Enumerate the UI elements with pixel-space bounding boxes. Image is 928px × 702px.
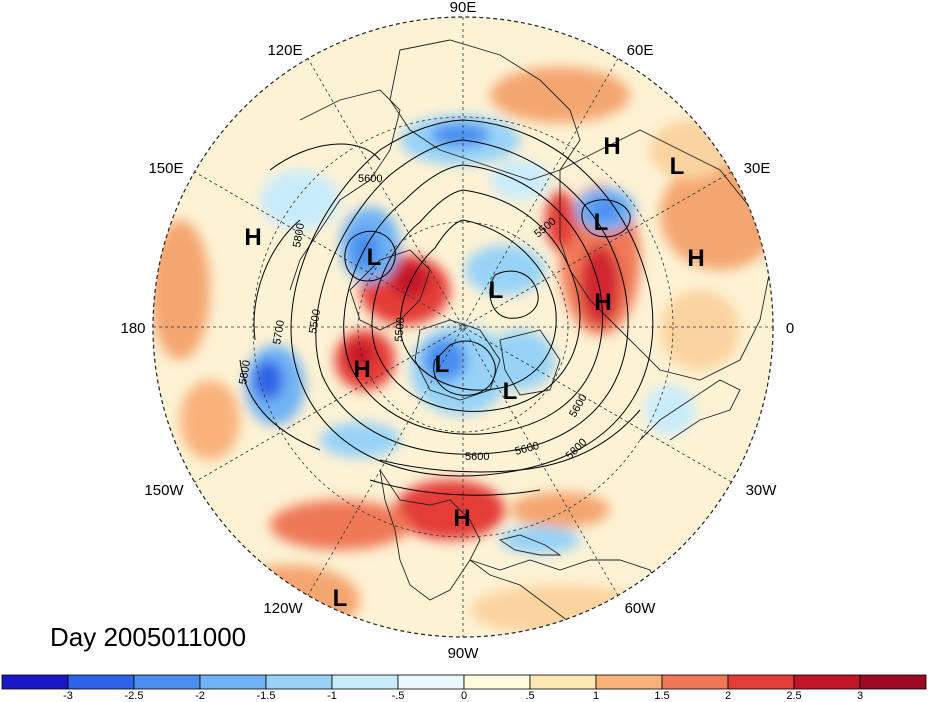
colorbar-swatch (727, 674, 795, 690)
contour-5400 (399, 219, 557, 391)
low-center-label: L (489, 277, 504, 304)
eurasia-west-coast (559, 129, 771, 381)
low-center-label: L (367, 244, 382, 271)
colorbar-swatch (265, 674, 333, 690)
meridian-60e-120w (307, 58, 619, 596)
meridian-30e-150w (194, 171, 732, 483)
contour-low-okhotsk (344, 230, 396, 282)
contour-5800-outer (290, 119, 654, 477)
height-contours (239, 119, 654, 496)
latitude-circle-outer (252, 116, 674, 538)
colorbar-swatch (529, 674, 597, 690)
high-center-label: H (453, 505, 470, 532)
colorbar-swatch (67, 674, 135, 690)
longitude-labels: 90E 60E 30E 0 30W 60W 90W 120W 150W 180 … (120, 0, 794, 662)
contour-low-scandinavia (581, 199, 631, 238)
high-center-label: H (244, 224, 261, 251)
colorbar-tick-label: -1 (327, 690, 337, 702)
high-center-label: H (594, 289, 611, 316)
lon-label-60e: 60E (627, 42, 654, 59)
high-center-label: H (603, 133, 620, 160)
caribbean-islands (498, 534, 562, 556)
lon-label-120e: 120E (267, 42, 302, 59)
colorbar-swatch (1, 674, 69, 690)
map-title: Day 2005011000 (50, 622, 246, 652)
low-center-label: L (503, 378, 518, 405)
contour-label: 5500 (307, 308, 323, 334)
colorbar-swatch (595, 674, 663, 690)
contour-atlantic-a (379, 409, 641, 473)
graticule (153, 17, 773, 637)
lon-label-90e: 90E (450, 0, 477, 16)
contour-pacific-c (239, 359, 321, 451)
contour-5500 (371, 189, 581, 412)
colorbar-tick-label: -1.5 (257, 690, 276, 702)
low-center-label: L (333, 585, 348, 612)
contour-label: 5700 (271, 319, 287, 345)
pressure-centers: H L L H H L L H H L L H L (244, 133, 704, 612)
lon-label-0: 0 (786, 320, 794, 337)
colorbar-tick-label: .5 (525, 690, 534, 702)
contour-label: 5600 (358, 173, 382, 185)
contour-label: 5500 (393, 317, 407, 342)
low-center-label: L (670, 153, 685, 180)
map-boundary (152, 16, 774, 638)
colorbar-swatch (133, 674, 201, 690)
high-center-label: H (353, 356, 370, 383)
contour-label: 5800 (291, 222, 307, 248)
contour-pacific-b (253, 219, 301, 341)
colorbar-swatch (397, 674, 465, 690)
lon-label-30e: 30E (744, 160, 771, 177)
temperature-anomaly-shading (153, 17, 773, 637)
high-center-label: H (687, 245, 704, 272)
north-america-south-coast (379, 469, 481, 601)
contour-label: 5800 (237, 359, 253, 385)
colorbar-tick-label: -.5 (392, 690, 405, 702)
alaska-coast (349, 249, 431, 331)
colorbar-tick-label: 3 (857, 690, 863, 702)
lon-label-60w: 60W (625, 600, 657, 617)
lon-label-30w: 30W (746, 482, 778, 499)
lon-label-120w: 120W (263, 600, 303, 617)
colorbar-tick-label: -2.5 (125, 690, 144, 702)
lon-label-150e: 150E (148, 160, 183, 177)
colorbar-swatch (859, 674, 927, 690)
colorbar-tick-label: 1.5 (654, 690, 669, 702)
colorbar: -3 -2.5 -2 -1.5 -1 -.5 0 .5 1 1.5 2 2.5 3 (1, 674, 927, 702)
contour-low-canada (489, 270, 539, 319)
colorbar-tick-label: 2.5 (786, 690, 801, 702)
greenland-coast (499, 329, 561, 396)
colorbar-tick-label: 0 (461, 690, 467, 702)
lon-label-180: 180 (120, 320, 145, 337)
contour-atlantic-b (369, 479, 541, 496)
meridian-60w-120e (307, 58, 619, 596)
colorbar-swatch (331, 674, 399, 690)
colorbar-tick-label: -2 (195, 690, 205, 702)
low-center-label: L (435, 351, 450, 378)
colorbar-tick-label: 2 (725, 690, 731, 702)
contour-label: 5600 (465, 451, 489, 463)
contour-pacific-a (269, 143, 381, 171)
meridian-30w-150e (194, 171, 732, 483)
colorbar-tick-label: 1 (593, 690, 599, 702)
contour-low-arctic (433, 340, 496, 396)
low-center-label: L (594, 209, 609, 236)
colorbar-swatch (199, 674, 267, 690)
asia-north-coast (389, 39, 581, 181)
colorbar-tick-label: -3 (63, 690, 73, 702)
colorbar-swatch (793, 674, 861, 690)
colorbar-swatch (463, 674, 531, 690)
iberia-africa-coast (639, 379, 741, 441)
colorbar-swatch (661, 674, 729, 690)
lon-label-150w: 150W (144, 482, 184, 499)
lon-label-90w: 90W (448, 645, 480, 662)
